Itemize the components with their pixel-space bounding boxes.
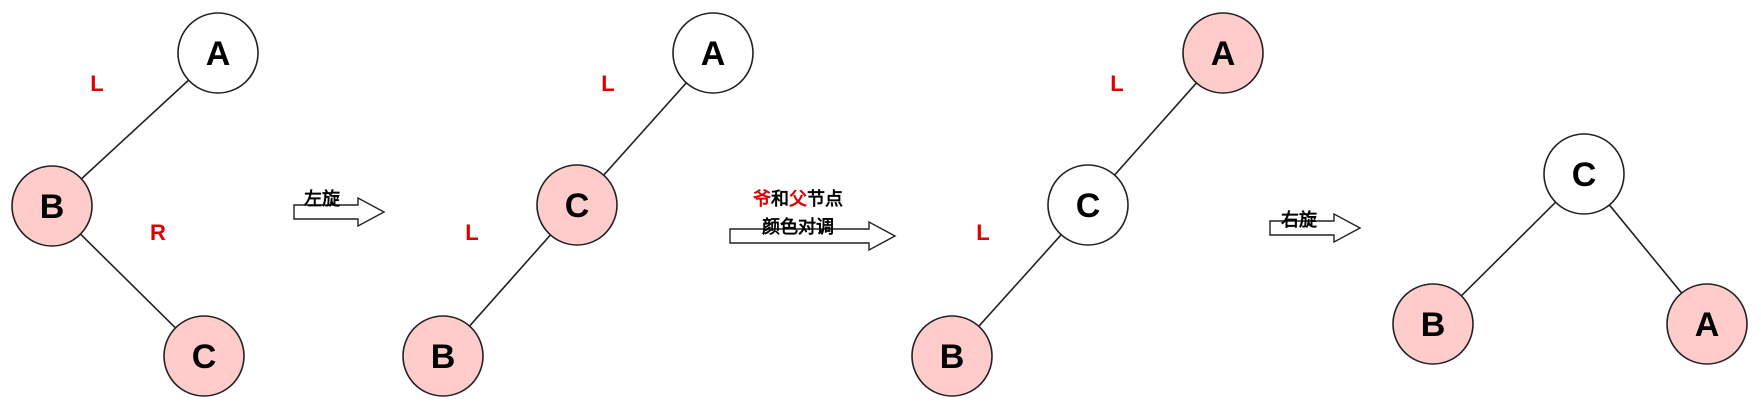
edge-label: L xyxy=(90,71,103,96)
tree-node-b: B xyxy=(402,315,484,397)
node-label: B xyxy=(940,338,965,376)
arrow-caption: 颜色对调 xyxy=(762,216,834,238)
edge-label: L xyxy=(976,220,989,245)
nodes-layer: A B C A C B A C B C B A xyxy=(11,12,1748,397)
tree-node-a: A xyxy=(672,12,754,94)
tree-edge xyxy=(978,234,1062,327)
node-circle xyxy=(402,315,484,397)
edge-label: L xyxy=(465,220,478,245)
node-circle xyxy=(1666,283,1748,365)
edge-label: L xyxy=(601,71,614,96)
transition-arrow xyxy=(1269,212,1362,244)
tree-node-a: A xyxy=(177,12,259,94)
node-circle xyxy=(672,12,754,94)
transition-arrow xyxy=(293,196,386,228)
tree-node-c: C xyxy=(1543,133,1625,215)
node-label: A xyxy=(1695,306,1720,344)
node-circle xyxy=(1543,133,1625,215)
node-circle xyxy=(1047,164,1129,246)
node-label: A xyxy=(701,35,726,73)
arrow-caption: 爷和父节点 xyxy=(753,188,843,210)
tree-edge xyxy=(1113,82,1198,176)
node-circle xyxy=(11,165,93,247)
caption-text: 节点 xyxy=(807,188,843,210)
caption-text: 左旋 xyxy=(304,188,341,210)
tree-node-b: B xyxy=(911,315,993,397)
caption-accent-text: 爷 xyxy=(753,188,772,210)
tree-edge xyxy=(80,79,190,180)
tree-node-b: B xyxy=(1392,283,1474,365)
tree-node-c: C xyxy=(536,164,618,246)
node-label: C xyxy=(192,338,217,376)
arrow-caption: 右旋 xyxy=(1281,209,1318,231)
tree-node-c: C xyxy=(1047,164,1129,246)
tree-node-a: A xyxy=(1666,283,1748,365)
tree-edge xyxy=(79,233,177,329)
node-label: C xyxy=(1076,187,1101,225)
node-label: A xyxy=(1211,35,1236,73)
node-circle xyxy=(1392,283,1474,365)
edge-label: R xyxy=(150,220,166,245)
tree-edge xyxy=(1608,204,1683,294)
caption-text: 和 xyxy=(771,189,789,210)
node-label: B xyxy=(40,188,65,226)
node-label: B xyxy=(431,338,456,376)
node-circle xyxy=(177,12,259,94)
tree-node-c: C xyxy=(163,315,245,397)
tree-edge xyxy=(468,234,552,327)
node-circle xyxy=(1182,12,1264,94)
node-circle xyxy=(911,315,993,397)
node-label: C xyxy=(1572,156,1597,194)
edges-layer: L R L L L L xyxy=(79,71,1683,329)
tree-edge xyxy=(1460,201,1557,297)
tree-edge xyxy=(603,82,687,176)
node-label: C xyxy=(565,187,590,225)
tree-node-b: B xyxy=(11,165,93,247)
node-circle xyxy=(536,164,618,246)
node-circle xyxy=(163,315,245,397)
edge-label: L xyxy=(1110,71,1123,96)
node-label: B xyxy=(1421,306,1446,344)
node-label: A xyxy=(206,35,231,73)
caption-accent-text: 父 xyxy=(789,189,808,210)
caption-text: 颜色对调 xyxy=(762,216,834,238)
tree-node-a: A xyxy=(1182,12,1264,94)
transition-arrow xyxy=(729,220,897,252)
caption-text: 右旋 xyxy=(1281,209,1318,231)
arrow-caption: 左旋 xyxy=(304,188,341,210)
